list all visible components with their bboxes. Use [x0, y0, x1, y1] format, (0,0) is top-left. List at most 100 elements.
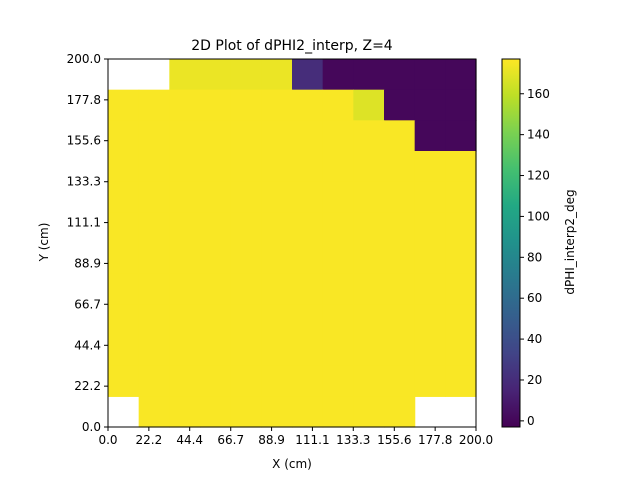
- heatmap-cell: [138, 304, 170, 336]
- heatmap-cell: [384, 304, 416, 336]
- heatmap-cell: [230, 89, 262, 121]
- heatmap-cell: [261, 273, 293, 305]
- heatmap-cell: [445, 335, 477, 367]
- heatmap-cell: [261, 120, 293, 152]
- heatmap-cell: [138, 243, 170, 275]
- heatmap-cell: [445, 212, 477, 244]
- heatmap-cell: [322, 181, 354, 213]
- heatmap-cell: [353, 335, 385, 367]
- y-tick-label: 66.7: [74, 297, 101, 311]
- heatmap-cell: [138, 151, 170, 183]
- heatmap-cell: [292, 304, 324, 336]
- colorbar-tick-label: 20: [527, 373, 542, 387]
- heatmap-cell: [445, 243, 477, 275]
- x-tick-label: 111.1: [295, 433, 329, 447]
- heatmap-cell: [384, 59, 416, 91]
- heatmap-cell: [445, 304, 477, 336]
- heatmap-cell: [138, 365, 170, 397]
- heatmap-cell: [292, 89, 324, 121]
- heatmap-cell: [322, 396, 354, 428]
- heatmap-cell: [414, 151, 446, 183]
- heatmap-cell: [108, 212, 140, 244]
- heatmap-cell: [261, 304, 293, 336]
- heatmap-cell: [384, 181, 416, 213]
- heatmap-cell: [445, 151, 477, 183]
- heatmap-cell: [353, 396, 385, 428]
- y-tick-label: 155.6: [67, 134, 101, 148]
- heatmap-cell: [169, 212, 201, 244]
- heatmap-cell: [169, 396, 201, 428]
- heatmap-cell: [292, 120, 324, 152]
- heatmap-cell: [200, 365, 232, 397]
- heatmap-cell: [292, 212, 324, 244]
- heatmap-cell: [200, 151, 232, 183]
- heatmap-cell: [445, 120, 477, 152]
- x-axis: 0.0 22.2 44.4 66.7 88.9 111.1 133.3 155.6 177.8 2…: [98, 427, 493, 447]
- heatmap-cell: [230, 243, 262, 275]
- chart-title: 2D Plot of dPHI2_interp, Z=4: [191, 38, 393, 54]
- heatmap-cell: [108, 365, 140, 397]
- x-tick-label: 66.7: [217, 433, 244, 447]
- colorbar-tick-label: 140: [527, 128, 550, 142]
- heatmap-cell: [169, 181, 201, 213]
- heatmap-cell: [414, 335, 446, 367]
- x-tick-label: 177.8: [418, 433, 452, 447]
- heatmap-cell: [353, 181, 385, 213]
- y-tick-label: 22.2: [74, 379, 101, 393]
- heatmap-cell: [322, 212, 354, 244]
- heatmap-cell: [322, 120, 354, 152]
- x-tick-label: 133.3: [336, 433, 370, 447]
- heatmap-cell: [414, 273, 446, 305]
- x-axis-label: X (cm): [272, 457, 312, 471]
- y-tick-label: 88.9: [74, 256, 101, 270]
- heatmap-cell: [200, 335, 232, 367]
- x-tick-label: 155.6: [377, 433, 411, 447]
- heatmap-cell: [169, 365, 201, 397]
- heatmap-cell: [322, 365, 354, 397]
- heatmap-cell: [169, 120, 201, 152]
- heatmap-cell: [353, 89, 385, 121]
- heatmap-cell: [200, 212, 232, 244]
- heatmap-cell: [292, 59, 324, 91]
- heatmap-cell: [384, 365, 416, 397]
- heatmap-cell: [384, 335, 416, 367]
- heatmap-cell: [353, 151, 385, 183]
- heatmap-cell: [384, 273, 416, 305]
- heatmap-cell: [353, 304, 385, 336]
- heatmap-cell: [414, 365, 446, 397]
- heatmap-cell: [261, 212, 293, 244]
- colorbar-tick-label: 160: [527, 87, 550, 101]
- heatmap-cell: [414, 89, 446, 121]
- heatmap-cell: [261, 365, 293, 397]
- heatmap-cell: [138, 120, 170, 152]
- heatmap-cell: [445, 59, 477, 91]
- heatmap-cell: [353, 212, 385, 244]
- heatmap-cell: [138, 181, 170, 213]
- heatmap-cell: [322, 335, 354, 367]
- heatmap-cell: [230, 304, 262, 336]
- heatmap-cell: [108, 120, 140, 152]
- heatmap-cell: [322, 89, 354, 121]
- y-tick-label: 133.3: [67, 175, 101, 189]
- heatmap-cell: [169, 273, 201, 305]
- x-tick-label: 200.0: [459, 433, 493, 447]
- heatmap-cell: [108, 151, 140, 183]
- heatmap-cell: [261, 396, 293, 428]
- colorbar-tick-label: 60: [527, 291, 542, 305]
- heatmap-cell: [230, 365, 262, 397]
- colorbar: 0 20 40 60 80 100 120 140 160: [501, 58, 550, 428]
- heatmap-cell: [108, 273, 140, 305]
- y-tick-label: 44.4: [74, 338, 101, 352]
- heatmap-cell: [200, 181, 232, 213]
- x-tick-label: 0.0: [98, 433, 117, 447]
- heatmap-cell: [169, 59, 201, 91]
- colorbar-label: dPHI_interp2_deg: [563, 189, 577, 294]
- heatmap-cell: [230, 59, 262, 91]
- heatmap-cell: [230, 120, 262, 152]
- heatmap-cell: [200, 396, 232, 428]
- x-tick-label: 44.4: [176, 433, 203, 447]
- heatmap-cell: [230, 396, 262, 428]
- heatmap-cell: [353, 243, 385, 275]
- heatmap-cell: [230, 212, 262, 244]
- y-tick-label: 200.0: [67, 52, 101, 66]
